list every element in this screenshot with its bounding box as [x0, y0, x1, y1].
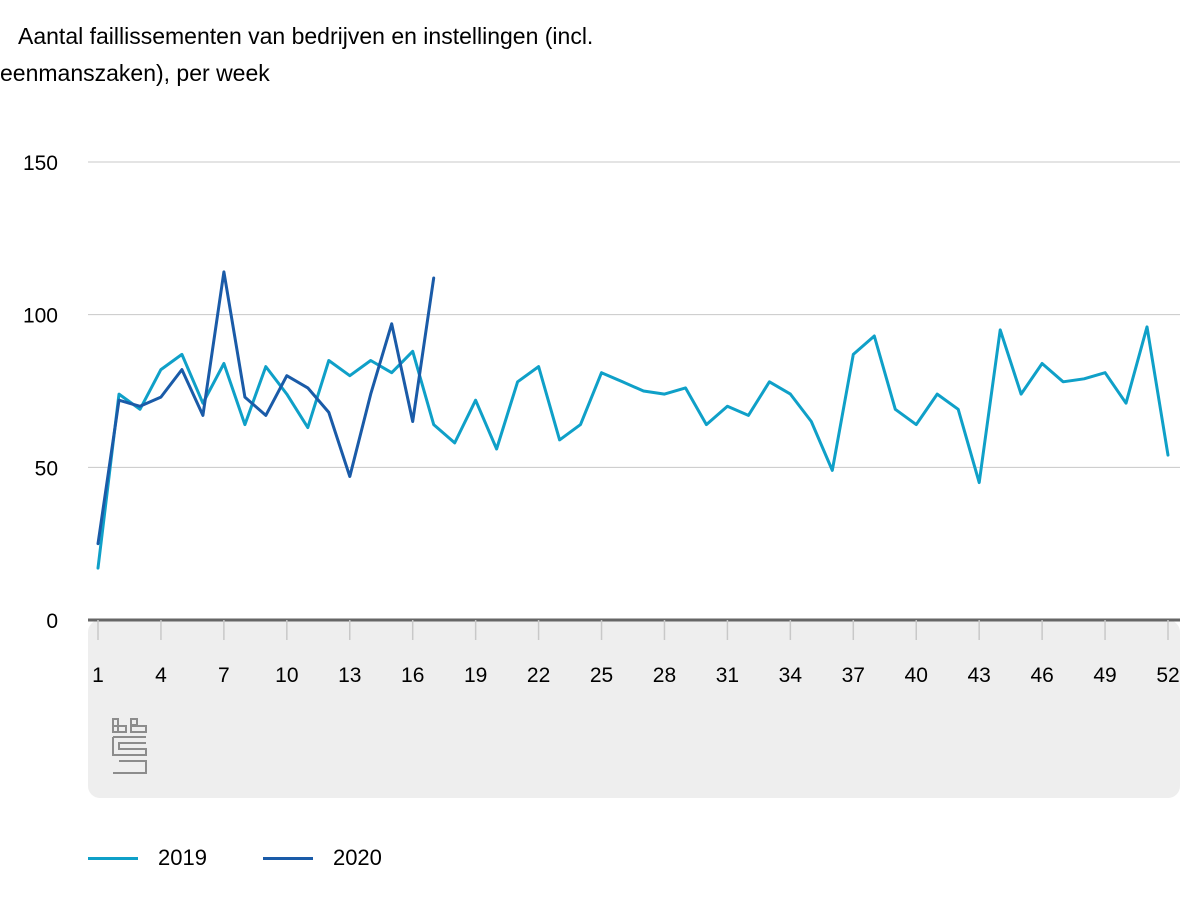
x-tick-label-19: 19	[464, 664, 487, 687]
x-tick-label-46: 46	[1030, 664, 1053, 687]
cbs-logo-icon	[112, 718, 147, 774]
chart-title-line-1: Aantal faillissementen van bedrijven en …	[18, 23, 594, 49]
x-tick-label-16: 16	[401, 664, 424, 687]
chart-title: Aantal faillissementen van bedrijven en …	[0, 18, 760, 92]
y-tick-label-0: 0	[46, 610, 58, 633]
chart-title-line-2: eenmanszaken), per week	[0, 60, 270, 86]
y-axis-ticks: 0 50 100 150	[23, 152, 58, 633]
x-tick-label-40: 40	[905, 664, 928, 687]
grid-lines	[88, 161, 1180, 468]
legend-swatch-2020	[262, 856, 313, 860]
legend: 2019 2020	[88, 840, 438, 876]
x-tick-label-22: 22	[527, 664, 550, 687]
x-tick-label-4: 4	[155, 664, 167, 687]
x-tick-label-7: 7	[218, 664, 230, 687]
x-axis-ticks: 1 4 7 10 13 16 19 22 25 28 31 34 37 40 43 46 49 52	[92, 620, 1180, 687]
x-tick-label-1: 1	[92, 664, 104, 687]
legend-label-2020: 2020	[332, 845, 382, 870]
legend-item-2019: 2019	[88, 845, 207, 871]
series-line-2019	[96, 325, 1170, 570]
x-tick-label-31: 31	[716, 664, 739, 687]
x-tick-label-43: 43	[967, 664, 990, 687]
y-tick-label-50: 50	[35, 457, 58, 480]
x-tick-label-34: 34	[779, 664, 803, 687]
y-tick-label-150: 150	[23, 152, 58, 175]
series-lines	[96, 270, 1170, 570]
legend-swatch-2019	[88, 856, 138, 860]
x-tick-label-37: 37	[842, 664, 865, 687]
x-tick-label-28: 28	[653, 664, 676, 687]
legend-label-2019: 2019	[158, 845, 207, 870]
x-tick-label-10: 10	[275, 664, 298, 687]
x-tick-label-13: 13	[338, 664, 361, 687]
x-tick-label-49: 49	[1093, 664, 1116, 687]
series-line-2020	[96, 270, 436, 546]
x-tick-label-25: 25	[590, 664, 613, 687]
x-axis-band	[88, 620, 1180, 798]
legend-item-2020: 2020	[262, 845, 382, 871]
y-tick-label-100: 100	[23, 305, 58, 328]
x-tick-label-52: 52	[1156, 664, 1179, 687]
